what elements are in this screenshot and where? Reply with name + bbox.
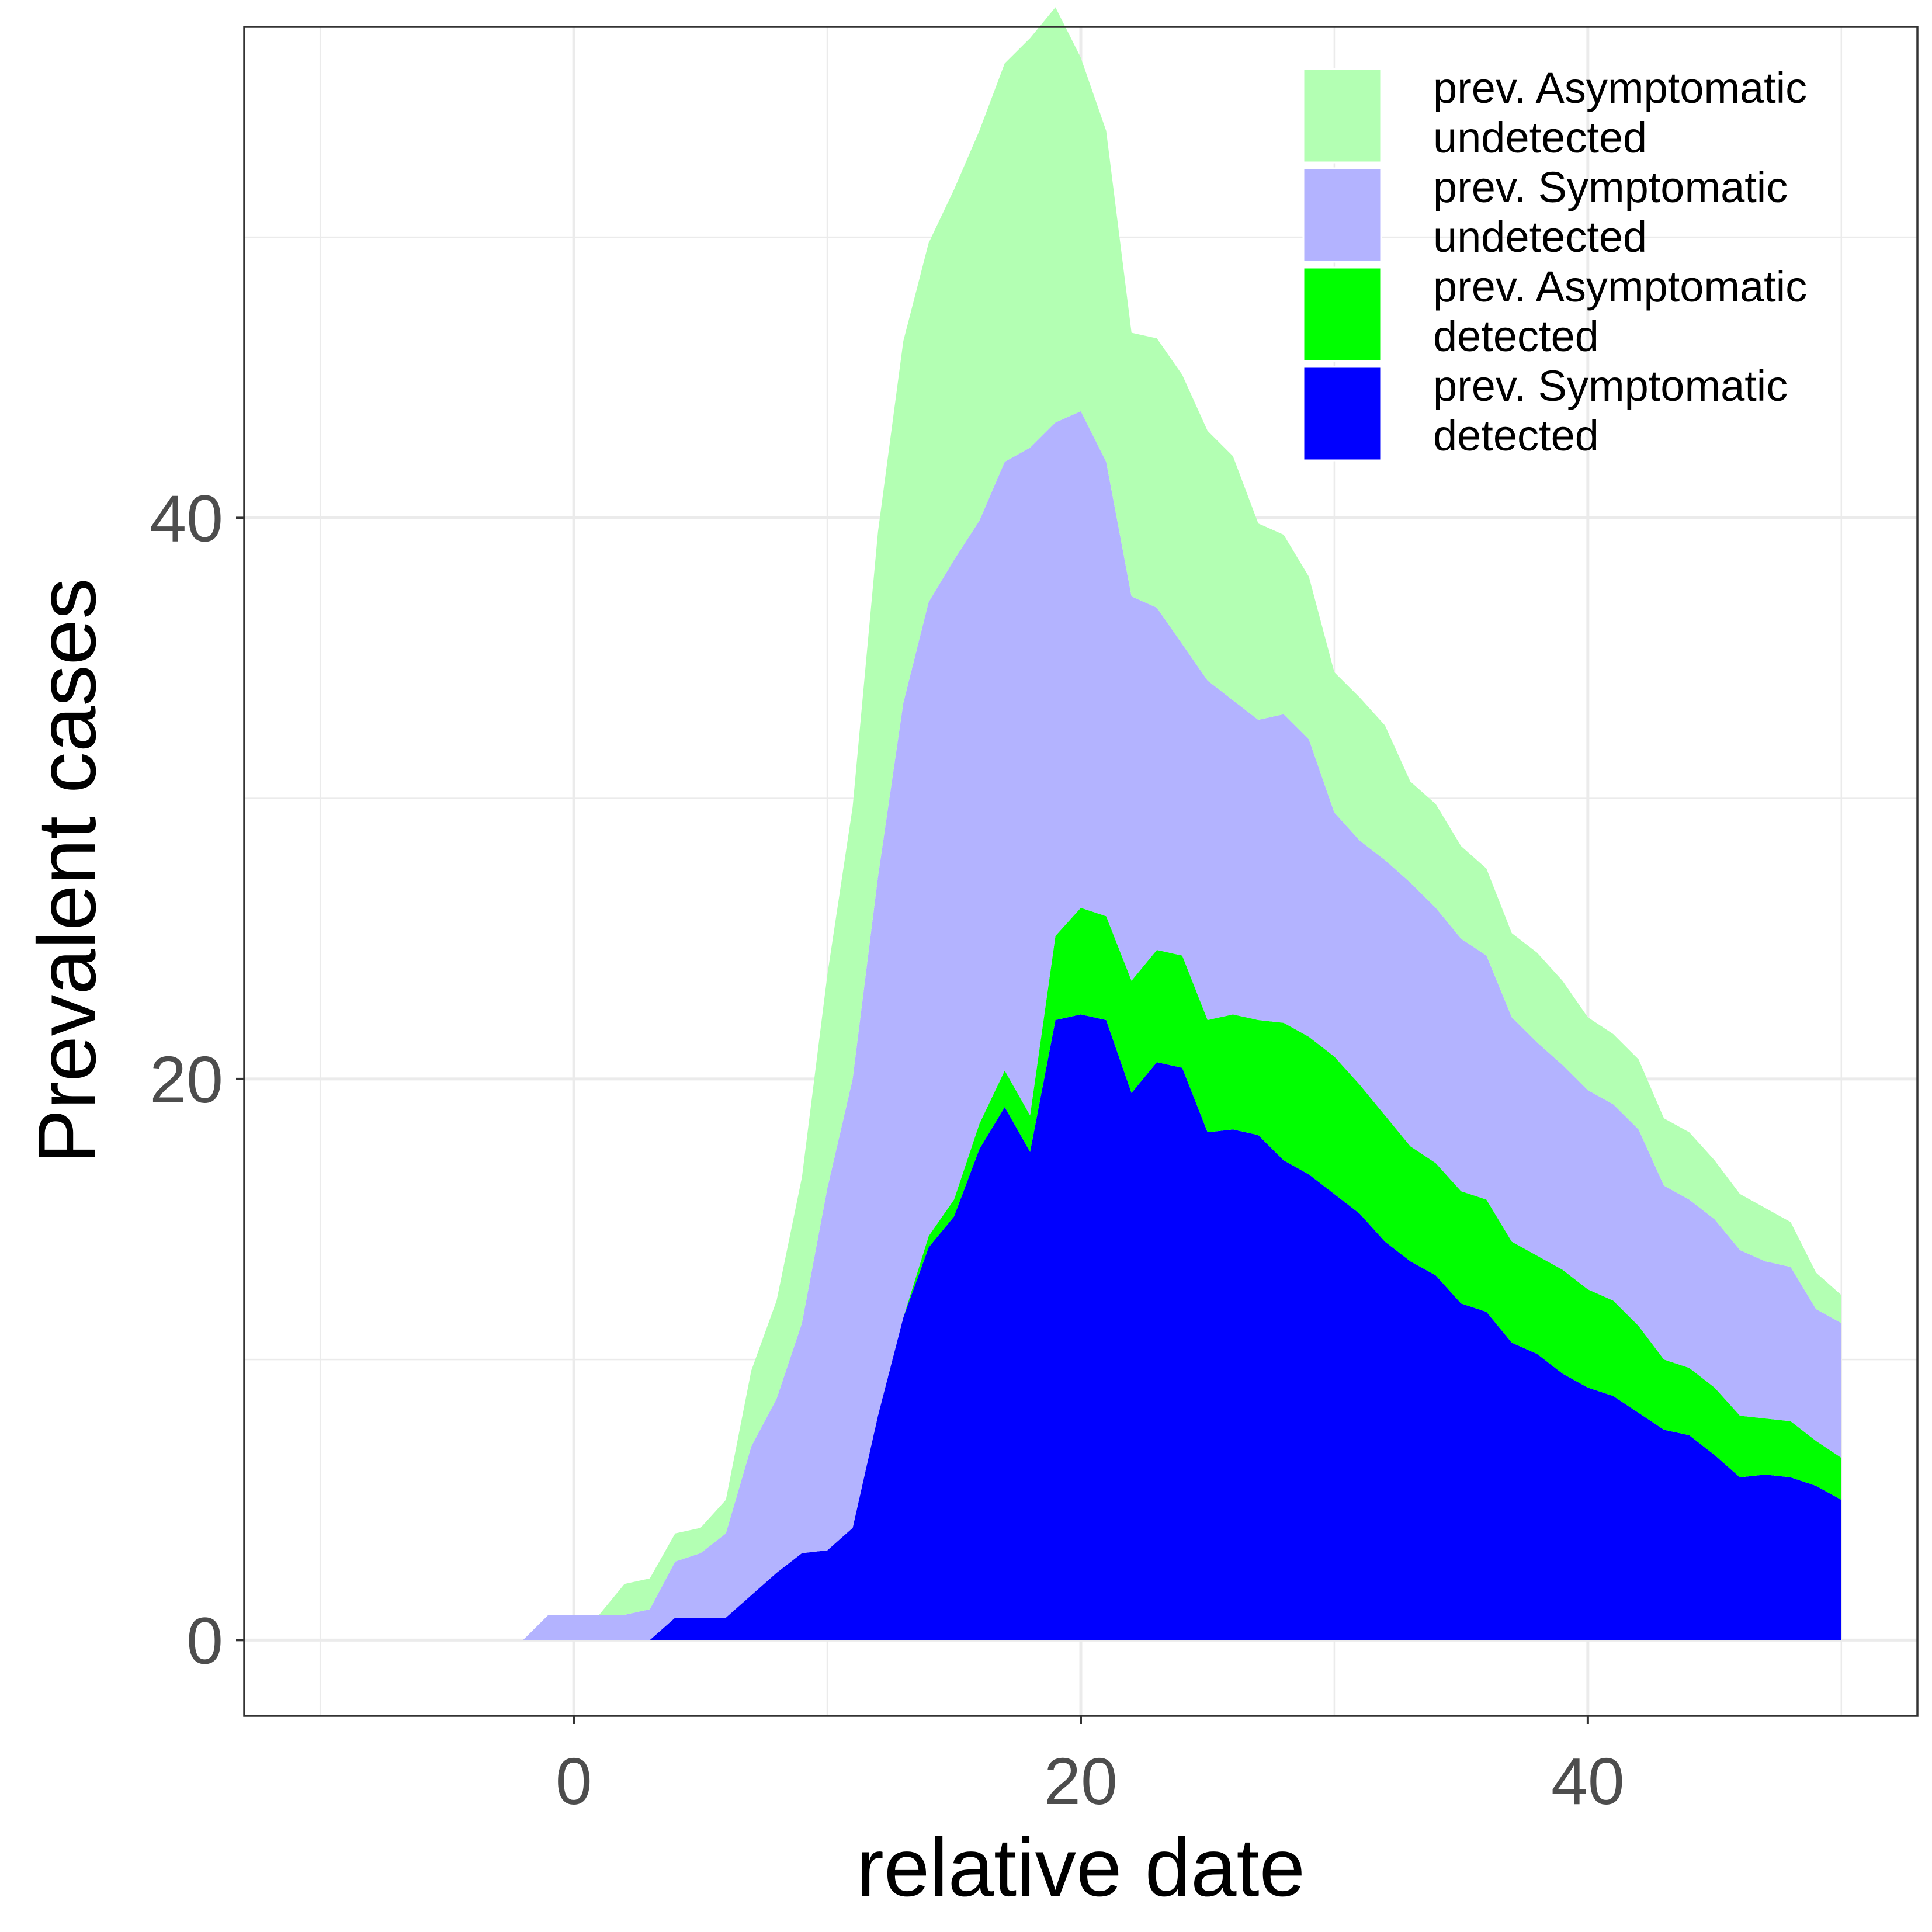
area-prev-symptomatic-undetected — [523, 411, 1841, 1640]
area-prev-symptomatic-detected — [523, 1014, 1841, 1640]
area-series-group — [523, 7, 1841, 1640]
legend-label: undetected — [1433, 113, 1647, 162]
y-tick-label: 40 — [150, 481, 223, 555]
legend-label: prev. Symptomatic — [1433, 163, 1788, 211]
legend-label: prev. Asymptomatic — [1433, 262, 1807, 311]
legend-label: prev. Symptomatic — [1433, 362, 1788, 410]
y-axis-title: Prevalent cases — [20, 578, 113, 1164]
y-tick-label: 0 — [186, 1604, 223, 1677]
x-tick-label: 40 — [1551, 1744, 1625, 1818]
legend-key — [1302, 68, 1382, 164]
area-prev-asymptomatic-detected — [523, 907, 1841, 1640]
legend-key — [1302, 167, 1382, 263]
legend-label: detected — [1433, 411, 1599, 460]
x-axis-title: relative date — [856, 1821, 1305, 1913]
x-axis-ticks: 0 20 40 — [556, 1716, 1625, 1818]
legend-key — [1302, 266, 1382, 362]
x-tick-label: 20 — [1044, 1744, 1118, 1818]
x-tick-label: 0 — [556, 1744, 592, 1818]
y-axis-ticks: 0 20 40 — [150, 481, 244, 1677]
legend-label: undetected — [1433, 213, 1647, 261]
legend-key — [1302, 366, 1382, 462]
legend-label: detected — [1433, 312, 1599, 360]
y-tick-label: 20 — [150, 1043, 223, 1116]
legend-label: prev. Asymptomatic — [1433, 64, 1807, 112]
